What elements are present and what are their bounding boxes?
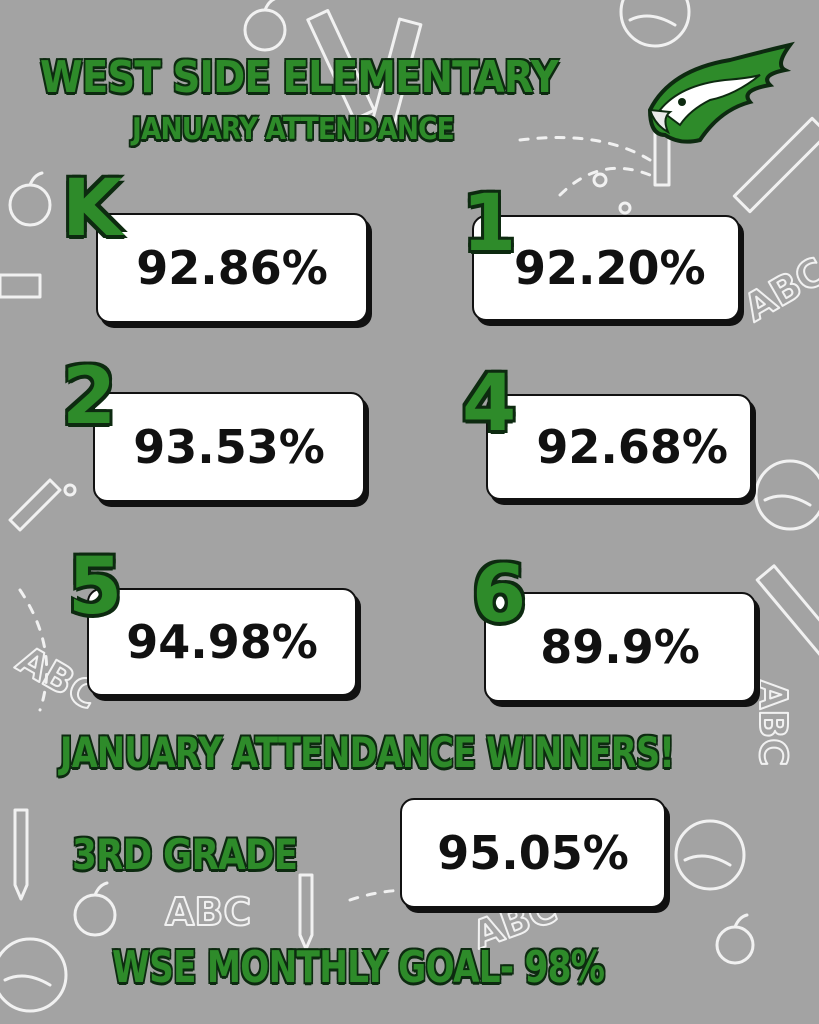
apple-doodle-icon [8,171,52,227]
grade-4-percentage-box: 92.68% [486,394,752,500]
grade-6-percentage: 89.9% [540,620,700,674]
svg-text:ABC: ABC [737,249,819,330]
ruler-doodle-icon [732,116,819,214]
grade-5-label: 5 [68,542,123,632]
grade-k-percentage: 92.86% [136,241,328,295]
grade-4-percentage: 92.68% [536,420,728,474]
grade-2-percentage-box: 93.53% [93,392,365,502]
grade-2-percentage: 93.53% [133,420,325,474]
pencil-doodle-icon [298,873,314,951]
ruler-doodle-icon [0,273,42,299]
monthly-goal: WSE MONTHLY GOAL- 98% [112,942,605,993]
ruler-doodle-icon [369,17,423,133]
globe-doodle-icon [619,0,691,48]
grade-1-percentage: 92.20% [514,241,706,295]
winners-heading: JANUARY ATTENDANCE WINNERS! [60,728,675,777]
grade-1-percentage-box: 92.20% [472,215,740,321]
svg-text:ABC: ABC [165,890,251,934]
pencil-doodle-icon [13,808,29,901]
page-subtitle: JANUARY ATTENDANCE [132,112,455,147]
grade-4-label: 4 [462,359,517,449]
globe-doodle-icon [0,937,68,1013]
ruler-doodle-icon [306,9,376,121]
grade-1-label: 1 [462,179,517,269]
globe-doodle-icon [754,459,819,531]
eagle-head-icon [647,41,795,144]
page-title: WEST SIDE ELEMENTARY [40,52,559,103]
apple-doodle-icon [715,913,755,965]
svg-text:ABC: ABC [751,680,795,766]
apple-doodle-icon [73,881,117,937]
pencil-doodle-icon [8,478,62,532]
grade-k-percentage-box: 92.86% [96,213,368,323]
ruler-doodle-icon [755,564,819,666]
grade-6-label: 6 [472,550,527,640]
grade-2-label: 2 [62,352,117,442]
grade-6-percentage-box: 89.9% [484,592,756,702]
apple-doodle-icon [243,0,287,52]
grade-k-label: K [62,164,123,254]
winner-grade-label: 3RD GRADE [72,830,298,879]
grade-5-percentage: 94.98% [126,615,318,669]
winner-percentage-box: 95.05% [400,798,666,908]
globe-doodle-icon [674,819,746,891]
grade-5-percentage-box: 94.98% [87,588,357,696]
winner-percentage: 95.05% [437,826,629,880]
